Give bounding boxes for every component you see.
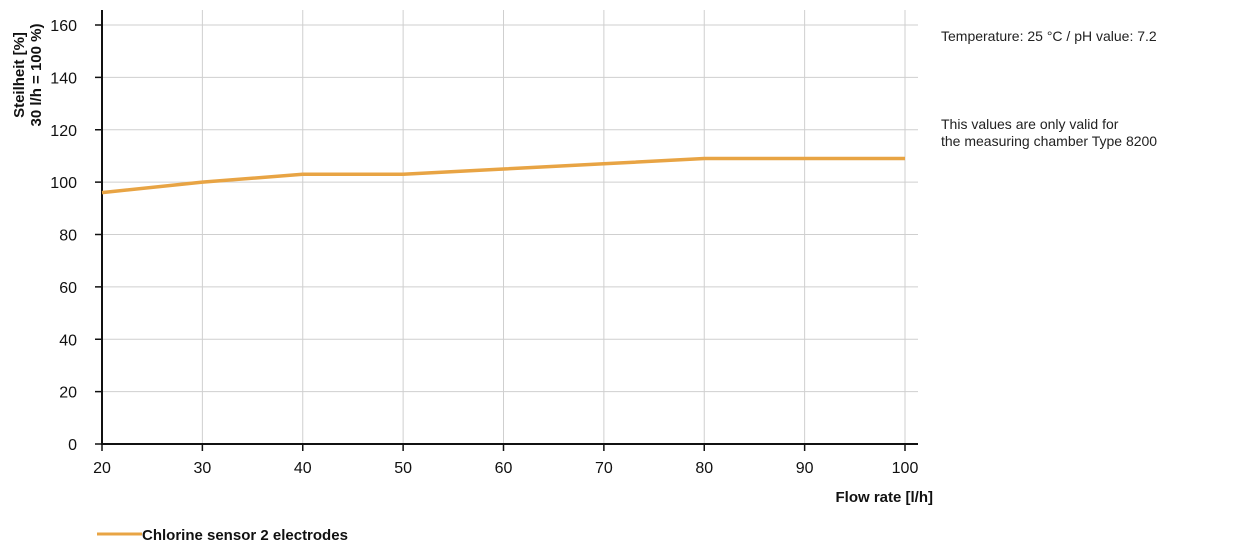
x-tick-labels: 20 30 40 50 60 70 80 90 100 [93,460,918,477]
test-conditions-note: Temperature: 25 °C / pH value: 7.2 [941,28,1157,44]
y-tick-label: 140 [50,70,77,87]
x-tick-label: 20 [93,460,111,477]
y-tick-label: 60 [59,280,77,297]
y-tick-label: 20 [59,385,77,402]
axes [95,10,918,451]
data-series [101,156,905,195]
legend: Chlorine sensor 2 electrodes [97,527,348,544]
validity-note-line2: the measuring chamber Type 8200 [941,133,1158,149]
y-tick-label: 120 [50,123,77,140]
y-tick-label: 40 [59,332,77,349]
validity-note-line1: This values are only valid for [941,116,1119,132]
x-tick-label: 90 [796,460,814,477]
x-axis-label: Flow rate [l/h] [836,489,934,506]
series-line [101,156,905,195]
y-tick-label: 100 [50,175,77,192]
y-axis-label-line2: 30 l/h = 100 %) [28,24,45,127]
y-tick-labels: 0 20 40 60 80 100 120 140 160 [50,18,77,454]
grid-lines [102,10,918,444]
validity-note: This values are only valid for the measu… [941,116,1157,150]
x-tick-label: 60 [495,460,513,477]
x-tick-label: 30 [193,460,211,477]
y-axis-label: Steilheit [%] 30 l/h = 100 %) [11,24,45,127]
x-tick-label: 50 [394,460,412,477]
y-tick-label: 160 [50,18,77,35]
legend-label: Chlorine sensor 2 electrodes [142,527,348,544]
y-tick-label: 0 [68,437,77,454]
y-axis-label-line1: Steilheit [%] [11,32,28,118]
y-tick-label: 80 [59,228,77,245]
x-tick-label: 70 [595,460,613,477]
x-tick-label: 100 [892,460,919,477]
x-tick-label: 80 [695,460,713,477]
x-tick-label: 40 [294,460,312,477]
